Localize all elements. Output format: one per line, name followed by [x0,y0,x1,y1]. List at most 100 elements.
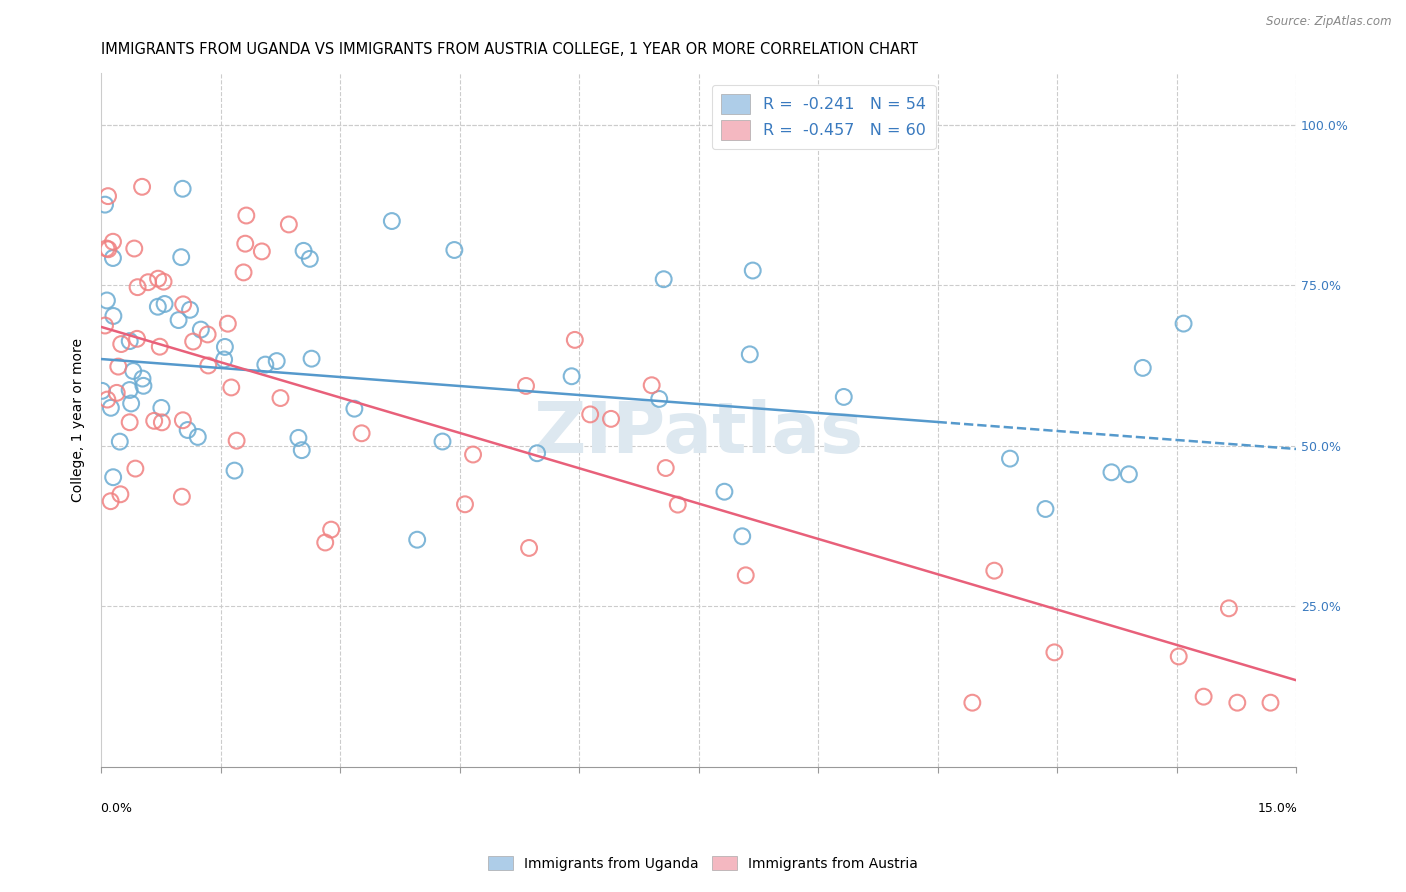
Point [381,214,404,228]
Point [983,564,1005,578]
Point [172,182,194,196]
Point [1118,467,1140,482]
Point [998,451,1021,466]
Point [301,351,323,366]
Point [118,383,141,397]
Point [314,535,336,549]
Point [97,242,120,256]
Point [149,340,172,354]
Point [97,189,120,203]
Point [101,470,124,484]
Point [96,392,118,407]
Point [136,275,159,289]
Point [1035,502,1057,516]
Point [170,250,193,264]
Point [94,318,117,333]
Point [731,529,754,543]
Point [291,443,314,458]
Point [131,179,153,194]
Point [105,385,128,400]
Point [298,252,321,266]
Point [219,380,242,394]
Point [143,414,166,428]
Point [350,426,373,441]
Point [232,265,254,279]
Point [94,197,117,211]
Point [287,431,309,445]
Point [176,423,198,437]
Point [432,434,454,449]
Point [167,313,190,327]
Point [654,461,676,475]
Point [124,461,146,475]
Point [212,352,235,367]
Point [321,523,343,537]
Point [648,392,671,406]
Point [1260,696,1282,710]
Point [110,337,132,351]
Point [181,334,204,349]
Point [100,494,122,508]
Point [107,359,129,374]
Point [122,364,145,378]
Point [91,384,114,398]
Point [187,430,209,444]
Point [250,244,273,259]
Point [738,347,761,361]
Text: Source: ZipAtlas.com: Source: ZipAtlas.com [1267,15,1392,28]
Point [179,302,201,317]
Point [122,242,145,256]
Point [118,415,141,429]
Point [225,434,247,448]
Point [962,696,984,710]
Point [235,209,257,223]
Point [1226,696,1249,710]
Point [517,541,540,555]
Point [292,244,315,258]
Point [734,568,756,582]
Point [127,280,149,294]
Point [108,434,131,449]
Point [150,415,173,429]
Point [454,497,477,511]
Point [146,271,169,285]
Legend: Immigrants from Uganda, Immigrants from Austria: Immigrants from Uganda, Immigrants from … [482,850,924,876]
Point [170,490,193,504]
Point [1167,649,1189,664]
Point [214,340,236,354]
Point [561,369,583,384]
Point [269,391,291,405]
Point [713,484,735,499]
Text: IMMIGRANTS FROM UGANDA VS IMMIGRANTS FROM AUSTRIA COLLEGE, 1 YEAR OR MORE CORREL: IMMIGRANTS FROM UGANDA VS IMMIGRANTS FRO… [101,42,918,57]
Point [110,487,132,501]
Point [217,317,239,331]
Point [101,235,124,249]
Point [600,412,623,426]
Point [131,371,153,385]
Y-axis label: College, 1 year or more: College, 1 year or more [72,338,86,502]
Point [146,300,169,314]
Point [641,378,664,392]
Point [125,332,148,346]
Point [96,242,118,256]
Point [233,236,256,251]
Point [190,322,212,336]
Point [152,275,174,289]
Point [461,448,484,462]
Point [579,408,602,422]
Point [832,390,855,404]
Point [277,218,299,232]
Point [652,272,675,286]
Point [120,396,142,410]
Point [266,354,288,368]
Point [526,446,548,460]
Point [118,334,141,348]
Point [197,327,219,342]
Point [1173,317,1195,331]
Point [103,309,125,323]
Point [150,401,173,415]
Point [254,358,277,372]
Point [564,333,586,347]
Point [443,243,465,257]
Point [96,293,118,308]
